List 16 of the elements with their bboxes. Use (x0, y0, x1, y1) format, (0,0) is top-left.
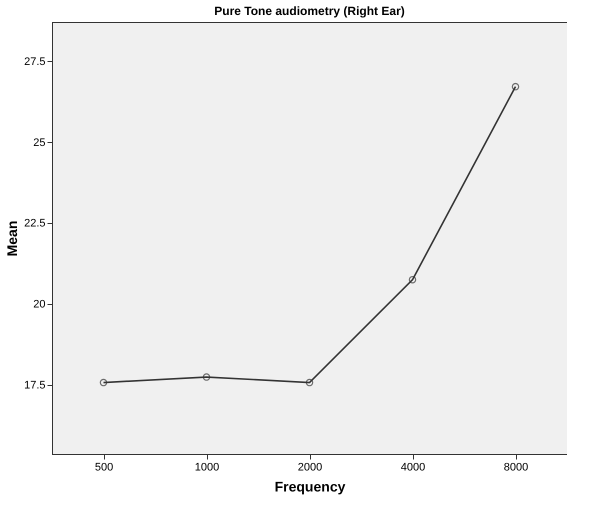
point (306, 378, 314, 386)
x-tick-label: 2000 (298, 462, 322, 474)
x-tick-label: 1000 (194, 462, 220, 474)
point (202, 373, 210, 381)
y-tick-label: 27.5 (24, 56, 46, 68)
y-tick-label: 25 (33, 136, 46, 149)
y-tick-label: 22.5 (24, 218, 46, 230)
point (408, 276, 416, 284)
x-axis-title: Frequency (274, 478, 346, 494)
y-axis-title: Mean (4, 220, 20, 256)
chart-title: Pure Tone audiometry (Right Ear) (214, 4, 405, 18)
x-tick-label: 8000 (504, 462, 528, 474)
y-tick-label: 20 (33, 298, 46, 310)
y-tick-label: 17.5 (24, 379, 46, 392)
x-tick-label: 500 (94, 462, 114, 474)
x-tick-label: 4000 (400, 462, 426, 474)
